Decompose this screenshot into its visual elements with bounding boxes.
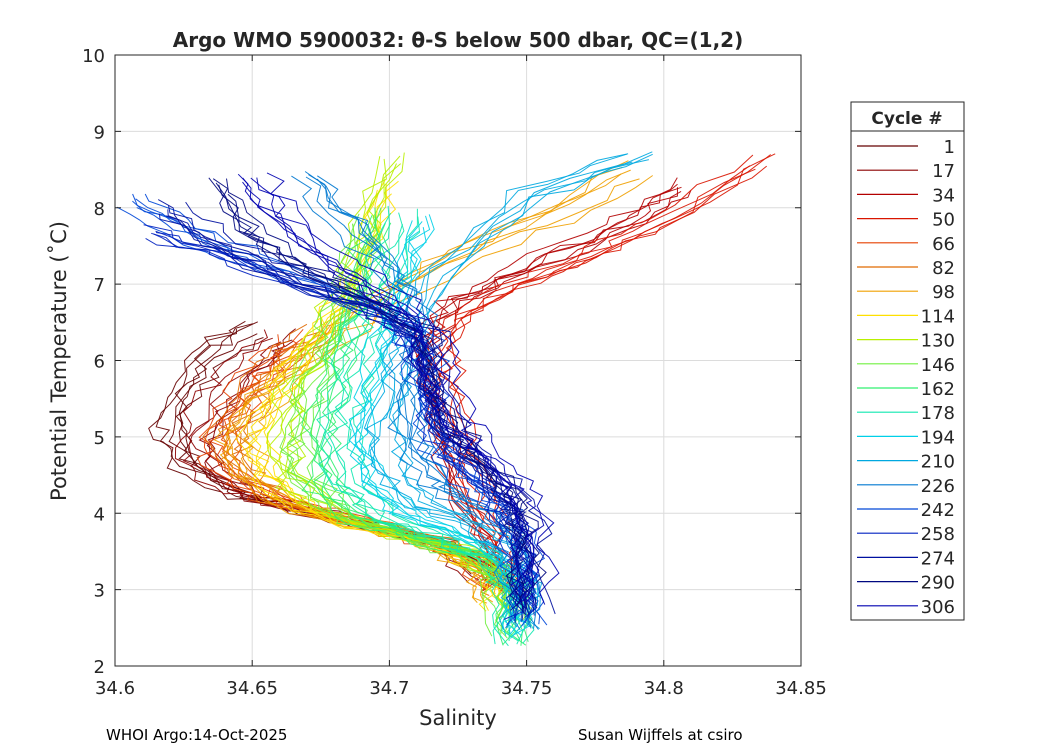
legend-label-258: 258 [921, 524, 955, 545]
legend-label-242: 242 [921, 500, 955, 521]
y-tick-label: 10 [82, 46, 105, 67]
y-tick-label: 8 [94, 199, 105, 220]
legend-label-34: 34 [932, 185, 955, 206]
legend-label-98: 98 [932, 282, 955, 303]
legend-label-50: 50 [932, 210, 955, 231]
profile-line [363, 153, 627, 630]
profile-line [286, 213, 508, 639]
profile-lines [116, 151, 776, 647]
profile-line [279, 223, 503, 635]
footer-left: WHOI Argo:14-Oct-2025 [106, 726, 288, 744]
footer-right: Susan Wijffels at csiro [578, 726, 743, 744]
legend-label-82: 82 [932, 258, 955, 279]
profile-line [269, 156, 508, 620]
profile-line [144, 193, 548, 626]
profile-line [227, 193, 547, 608]
x-tick-label: 34.7 [369, 678, 409, 699]
y-tick-label: 6 [94, 352, 105, 373]
y-tick-label: 3 [94, 581, 105, 602]
legend-label-178: 178 [921, 403, 955, 424]
y-tick-label: 7 [94, 275, 105, 296]
legend-label-274: 274 [921, 548, 955, 569]
profile-line [394, 151, 653, 628]
legend-label-1: 1 [944, 137, 955, 158]
profile-line [369, 161, 633, 628]
legend-entries: 1 17 34 50 66 82 98 114 130 146 162 178 194 210 226 242… [857, 137, 955, 618]
legend-title: Cycle # [871, 109, 942, 129]
legend-label-130: 130 [921, 331, 955, 352]
profile-line [291, 175, 515, 629]
x-axis-label: Salinity [419, 706, 497, 730]
legend-label-162: 162 [921, 379, 955, 400]
profile-line [279, 223, 493, 637]
profile-line [437, 165, 768, 594]
profile-line [185, 201, 556, 615]
legend: Cycle # 1 17 34 50 66 82 98 114 130 146 162 178 194 2… [850, 101, 965, 621]
legend-label-226: 226 [921, 476, 955, 497]
profile-line [287, 228, 512, 638]
axis-ticks: 34.6 34.65 34.7 34.75 34.8 34.85 2 3 4 5 6 7 8 9 10 [82, 46, 827, 699]
profile-line [116, 206, 521, 626]
x-tick-label: 34.85 [775, 678, 827, 699]
x-tick-label: 34.75 [501, 678, 553, 699]
profile-line [278, 163, 523, 619]
y-tick-label: 9 [94, 122, 105, 143]
profile-line [132, 200, 539, 627]
y-tick-label: 5 [94, 428, 105, 449]
legend-label-17: 17 [932, 161, 955, 182]
y-axis-label: Potential Temperature (˚C) [47, 221, 71, 501]
legend-label-114: 114 [921, 306, 955, 327]
profile-line [250, 177, 540, 603]
y-tick-label: 4 [94, 504, 105, 525]
x-tick-label: 34.65 [226, 678, 278, 699]
legend-label-306: 306 [921, 597, 955, 618]
profile-line [416, 190, 682, 588]
profile-line [242, 177, 526, 604]
profile-line [218, 184, 528, 607]
profile-line [266, 172, 560, 605]
chart-title: Argo WMO 5900032: θ-S below 500 dbar, QC… [173, 28, 743, 52]
series-306 [237, 172, 560, 606]
profile-line [365, 153, 629, 629]
profile-line [315, 215, 515, 645]
profile-line [215, 182, 535, 610]
y-tick-label: 2 [94, 657, 105, 678]
profile-line [143, 224, 526, 620]
profile-line [242, 181, 534, 604]
profile-line [248, 179, 510, 613]
x-tick-label: 34.6 [95, 678, 135, 699]
profile-line [237, 173, 532, 606]
legend-label-290: 290 [921, 573, 955, 594]
profile-line [308, 174, 534, 629]
legend-label-146: 146 [921, 355, 955, 376]
legend-label-66: 66 [932, 234, 955, 255]
legend-label-210: 210 [921, 452, 955, 473]
profile-line [213, 173, 622, 603]
x-tick-label: 34.8 [644, 678, 684, 699]
legend-label-194: 194 [921, 427, 955, 448]
